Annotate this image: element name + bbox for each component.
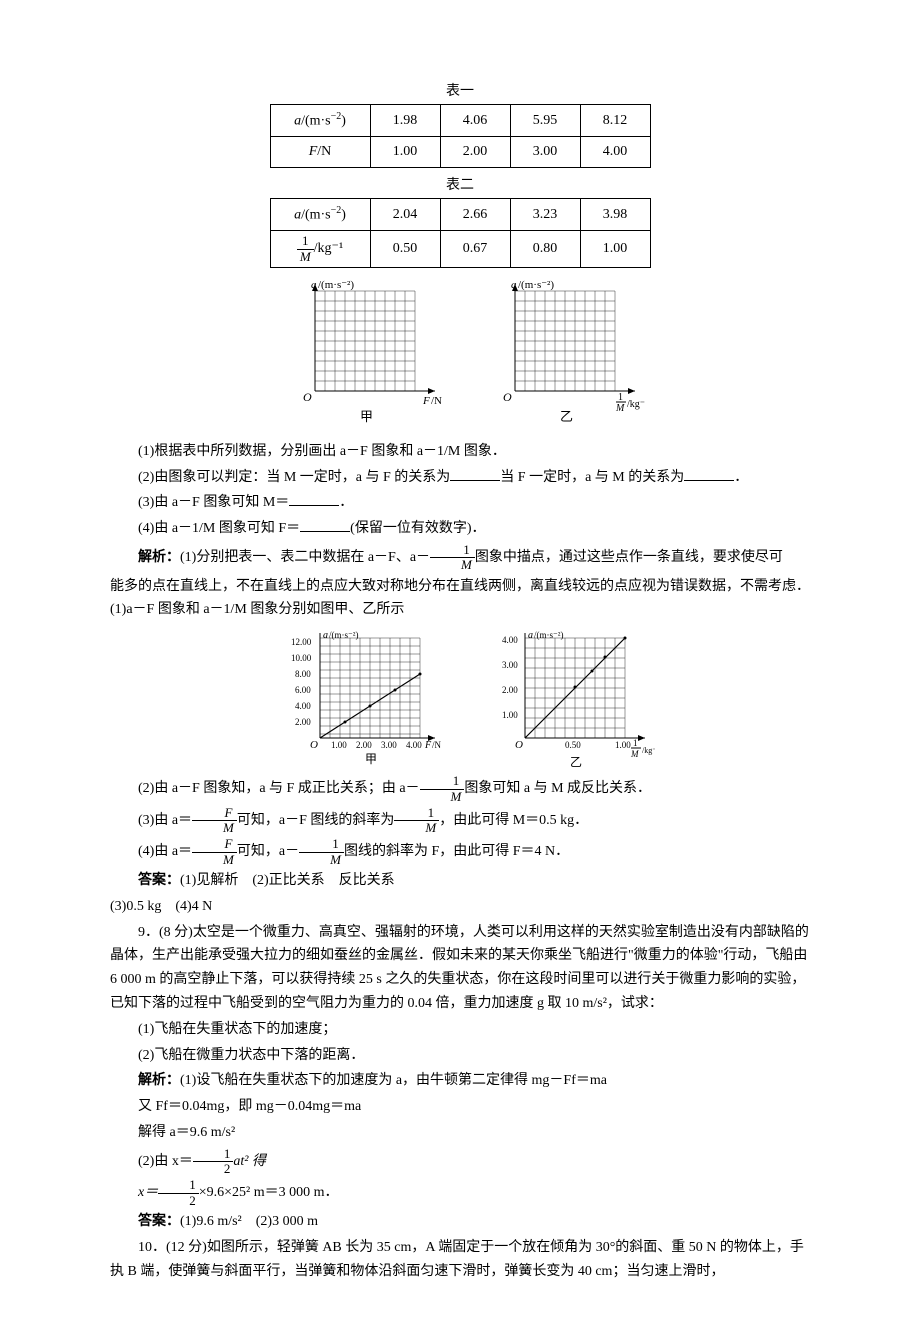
cell: 3.23 — [510, 198, 580, 230]
svg-text:/(m·s⁻²): /(m·s⁻²) — [318, 279, 354, 291]
cell: 4.06 — [440, 104, 510, 136]
cell: 0.50 — [370, 231, 440, 268]
cell: 1.00 — [580, 231, 650, 268]
q1: (1)根据表中所列数据，分别画出 a－F 图象和 a－1/M 图象． — [110, 440, 810, 464]
svg-text:1: 1 — [633, 738, 638, 748]
svg-text:/(m·s⁻²): /(m·s⁻²) — [534, 630, 563, 640]
cell: 2.66 — [440, 198, 510, 230]
svg-text:/kg⁻¹: /kg⁻¹ — [627, 399, 645, 410]
svg-text:3.00: 3.00 — [381, 740, 397, 750]
svg-text:甲: 甲 — [365, 752, 377, 766]
svg-text:1.00: 1.00 — [502, 710, 518, 720]
answer-2: (3)0.5 kg (4)4 N — [110, 895, 810, 919]
svg-text:O: O — [515, 739, 523, 751]
svg-text:a: a — [528, 630, 533, 641]
svg-text:/kg⁻¹: /kg⁻¹ — [642, 746, 655, 755]
svg-text:乙: 乙 — [570, 755, 582, 768]
cell: 8.12 — [580, 104, 650, 136]
p9-q2: (2)飞船在微重力状态中下落的距离． — [110, 1044, 810, 1068]
svg-text:/N: /N — [431, 395, 442, 407]
blank-graphs: a/(m·s⁻²) O F/N 甲 a/(m·s⁻²) O 1 M /kg⁻¹ … — [110, 276, 810, 426]
solution-1: 解析：(1)分别把表一、表二中数据在 a－F、a－1M图象中描点，通过这些点作一… — [110, 543, 810, 573]
svg-text:2.00: 2.00 — [356, 740, 372, 750]
problem-10: 10．(12 分)如图所示，轻弹簧 AB 长为 35 cm，A 端固定于一个放在… — [110, 1236, 810, 1284]
q2: (2)由图象可以判定：当 M 一定时，a 与 F 的关系为当 F 一定时，a 与… — [110, 466, 810, 490]
cell: 0.67 — [440, 231, 510, 268]
svg-text:M: M — [615, 403, 625, 414]
svg-text:4.00: 4.00 — [502, 635, 518, 645]
svg-text:12.00: 12.00 — [291, 637, 312, 647]
svg-text:1.00: 1.00 — [615, 740, 631, 750]
svg-text:O: O — [503, 390, 512, 404]
svg-text:O: O — [303, 390, 312, 404]
answer-1: 答案：(1)见解析 (2)正比关系 反比关系 — [110, 869, 810, 893]
svg-text:/(m·s⁻²): /(m·s⁻²) — [329, 630, 358, 640]
t1-r1-head: a/(m·s−2) — [270, 104, 370, 136]
table-row: a/(m·s−2) 2.04 2.66 3.23 3.98 — [270, 198, 650, 230]
p9-sol4: (2)由 x＝12at² 得 — [110, 1147, 810, 1177]
svg-text:2.00: 2.00 — [295, 717, 311, 727]
svg-text:O: O — [310, 739, 318, 751]
svg-text:2.00: 2.00 — [502, 685, 518, 695]
table-1-title: 表一 — [446, 80, 474, 104]
cell: 2.00 — [440, 137, 510, 168]
svg-text:/(m·s⁻²): /(m·s⁻²) — [518, 279, 554, 291]
table-2-grid: a/(m·s−2) 2.04 2.66 3.23 3.98 1M/kg⁻¹ 0.… — [270, 198, 651, 268]
cell: 1.98 — [370, 104, 440, 136]
cell: 2.04 — [370, 198, 440, 230]
p9-sol5: x＝12×9.6×25² m＝3 000 m． — [110, 1178, 810, 1208]
p9-answer: 答案：(1)9.6 m/s² (2)3 000 m — [110, 1210, 810, 1234]
svg-text:6.00: 6.00 — [295, 685, 311, 695]
svg-text:乙: 乙 — [560, 409, 573, 424]
svg-text:8.00: 8.00 — [295, 669, 311, 679]
t2-r1-head: a/(m·s−2) — [270, 198, 370, 230]
solution-1b: 能多的点在直线上，不在直线上的点应大致对称地分布在直线两侧，离直线较远的点应视为… — [110, 575, 810, 623]
solution-graphs: a/(m·s⁻²) 2.00 4.00 6.00 8.00 10.00 12.0… — [110, 628, 810, 768]
table-row: F/N 1.00 2.00 3.00 4.00 — [270, 137, 650, 168]
table-1-grid: a/(m·s−2) 1.98 4.06 5.95 8.12 F/N 1.00 2… — [270, 104, 651, 168]
cell: 3.00 — [510, 137, 580, 168]
table-2-title: 表二 — [446, 174, 474, 198]
svg-text:1: 1 — [618, 392, 623, 403]
table-row: a/(m·s−2) 1.98 4.06 5.95 8.12 — [270, 104, 650, 136]
sol2: (2)由 a－F 图象知，a 与 F 成正比关系；由 a－1M图象可知 a 与 … — [110, 774, 810, 804]
svg-text:M: M — [630, 749, 639, 759]
svg-text:F: F — [424, 740, 432, 751]
blank-graph-left: a/(m·s⁻²) O F/N 甲 — [275, 276, 445, 426]
svg-text:4.00: 4.00 — [406, 740, 422, 750]
q3: (3)由 a－F 图象可知 M＝． — [110, 491, 810, 515]
cell: 4.00 — [580, 137, 650, 168]
table-1: 表一 a/(m·s−2) 1.98 4.06 5.95 8.12 F/N 1.0… — [110, 80, 810, 168]
sol4: (4)由 a＝FM可知，a－1M图线的斜率为 F，由此可得 F＝4 N． — [110, 837, 810, 867]
p9-sol3: 解得 a＝9.6 m/s² — [110, 1121, 810, 1145]
sol3: (3)由 a＝FM可知，a－F 图线的斜率为1M，由此可得 M＝0.5 kg． — [110, 806, 810, 836]
cell: 3.98 — [580, 198, 650, 230]
cell: 5.95 — [510, 104, 580, 136]
svg-text:F: F — [422, 395, 430, 407]
svg-text:/N: /N — [432, 740, 442, 750]
svg-text:甲: 甲 — [360, 409, 373, 424]
svg-text:0.50: 0.50 — [565, 740, 581, 750]
svg-text:a: a — [323, 630, 328, 641]
p9-sol2: 又 Ff＝0.04mg，即 mg－0.04mg＝ma — [110, 1095, 810, 1119]
p9-q1: (1)飞船在失重状态下的加速度； — [110, 1018, 810, 1042]
q4: (4)由 a－1/M 图象可知 F＝(保留一位有效数字)． — [110, 517, 810, 541]
problem-9: 9．(8 分)太空是一个微重力、高真空、强辐射的环境，人类可以利用这样的天然实验… — [110, 921, 810, 1016]
svg-text:10.00: 10.00 — [291, 653, 312, 663]
blank-graph-right: a/(m·s⁻²) O 1 M /kg⁻¹ 乙 — [475, 276, 645, 426]
svg-text:1.00: 1.00 — [331, 740, 347, 750]
table-2: 表二 a/(m·s−2) 2.04 2.66 3.23 3.98 1M/kg⁻¹… — [110, 174, 810, 268]
cell: 1.00 — [370, 137, 440, 168]
sol-graph-right: a/(m·s⁻²) 1.00 2.00 3.00 4.00 O 0.50 1.0… — [475, 628, 655, 768]
t1-r2-head: F/N — [270, 137, 370, 168]
svg-text:4.00: 4.00 — [295, 701, 311, 711]
cell: 0.80 — [510, 231, 580, 268]
p9-sol1: 解析：(1)设飞船在失重状态下的加速度为 a，由牛顿第二定律得 mg－Ff＝ma — [110, 1069, 810, 1093]
svg-text:3.00: 3.00 — [502, 660, 518, 670]
t2-r2-head: 1M/kg⁻¹ — [270, 231, 370, 268]
sol-graph-left: a/(m·s⁻²) 2.00 4.00 6.00 8.00 10.00 12.0… — [265, 628, 445, 768]
table-row: 1M/kg⁻¹ 0.50 0.67 0.80 1.00 — [270, 231, 650, 268]
